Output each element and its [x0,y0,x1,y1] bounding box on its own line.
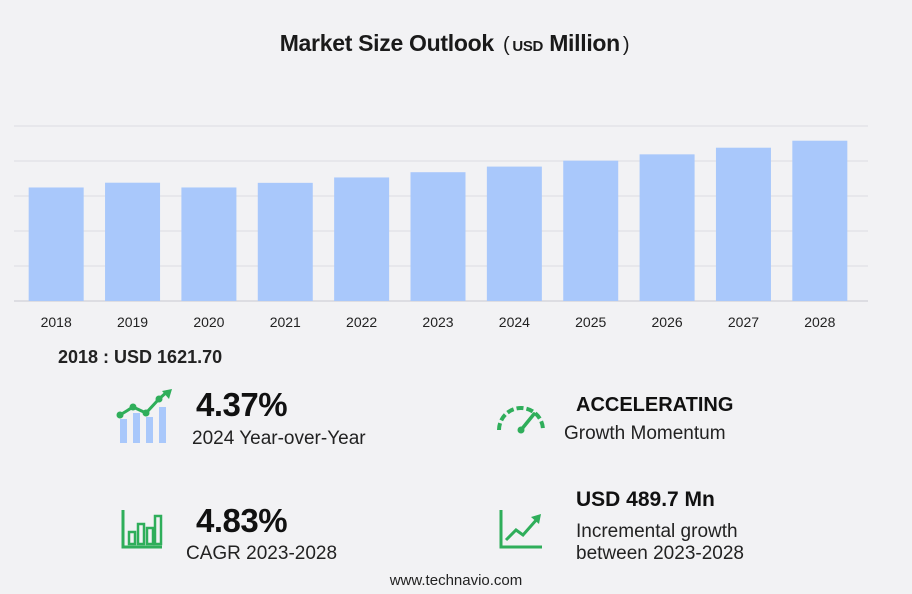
kpi-cagr-value: 4.83% [196,502,288,539]
x-tick-label-2019: 2019 [117,314,148,330]
kpi-cagr-caption: CAGR 2023-2028 [186,543,338,564]
trend-line-icon [499,510,542,549]
title-unit: Million [549,30,620,56]
bar-2018 [28,187,84,301]
bar-2019 [105,182,161,301]
kpi-incremental-caption-1: Incremental growth [576,521,738,542]
speedometer-icon [497,406,545,434]
title-main: Market Size Outlook [279,30,494,56]
growth-chart-icon [116,389,172,443]
market-size-bar-chart: 2018 2019 2020 2021 2022 2023 2024 2025 2026 2027… [14,125,868,330]
kpi-yoy-caption: 2024 Year-over-Year [192,428,366,449]
bar-2024 [486,166,542,301]
x-tick-label-2025: 2025 [575,314,606,330]
title-open-paren: ( [502,34,510,56]
bar-2025 [563,160,619,301]
kpi-momentum-value: ACCELERATING [576,394,734,416]
x-tick-label-2028: 2028 [804,314,835,330]
kpi-yoy: 4.37% [196,386,288,424]
bar-2021 [257,182,313,301]
bar-2027 [715,147,771,301]
kpi-incremental: USD 489.7 Mn [576,488,715,512]
title-unit-prefix: USD [512,38,544,55]
bar-chart-icon [121,510,163,549]
kpi-incremental-caption-wrap: Incremental growth between 2023-2028 [576,521,744,565]
bar-2022 [334,177,390,301]
x-tick-label-2018: 2018 [41,314,72,330]
kpi-yoy-caption-wrap: 2024 Year-over-Year [192,428,366,450]
bar-2023 [410,172,466,301]
kpi-yoy-value: 4.37% [196,386,288,423]
kpi-incremental-caption-2: between 2023-2028 [576,543,744,564]
kpi-incremental-value: USD 489.7 Mn [576,488,715,511]
kpi-cagr: 4.83% [196,502,288,540]
x-tick-label-2026: 2026 [652,314,683,330]
title-close-paren: ) [622,34,630,56]
x-tick-label-2027: 2027 [728,314,759,330]
x-tick-label-2020: 2020 [193,314,224,330]
footer-source[interactable]: www.technavio.com [389,572,523,589]
x-tick-label-2021: 2021 [270,314,301,330]
x-tick-label-2024: 2024 [499,314,530,330]
bar-2028 [792,140,848,301]
kpi-momentum-caption: Growth Momentum [564,423,726,444]
x-tick-label-2023: 2023 [422,314,453,330]
kpi-momentum: ACCELERATING [576,394,733,417]
chart-title: Market Size Outlook (USD Million) [0,30,912,57]
x-tick-label-2022: 2022 [346,314,377,330]
kpi-cagr-caption-wrap: CAGR 2023-2028 [186,543,337,565]
base-year-value: 2018 : USD 1621.70 [58,347,223,367]
bar-2020 [181,187,237,301]
bar-2026 [639,154,695,301]
kpi-momentum-caption-wrap: Growth Momentum [564,423,726,445]
